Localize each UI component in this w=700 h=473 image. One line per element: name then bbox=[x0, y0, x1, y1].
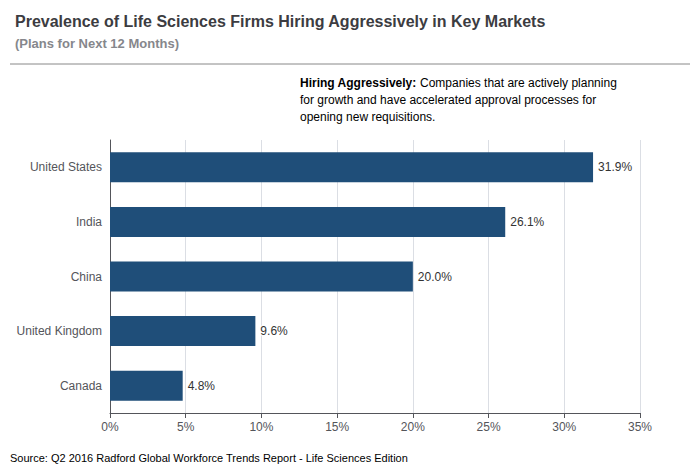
svg-text:25%: 25% bbox=[477, 420, 501, 434]
svg-text:Canada: Canada bbox=[60, 379, 102, 393]
svg-text:Hiring Aggressively:: Hiring Aggressively: bbox=[300, 76, 416, 90]
svg-text:35%: 35% bbox=[628, 420, 652, 434]
svg-text:United States: United States bbox=[30, 160, 102, 174]
svg-text:31.9%: 31.9% bbox=[598, 160, 632, 174]
svg-text:5%: 5% bbox=[177, 420, 195, 434]
svg-text:Companies that are actively pl: Companies that are actively planning bbox=[417, 76, 617, 90]
svg-text:20.0%: 20.0% bbox=[418, 270, 452, 284]
svg-text:China: China bbox=[71, 270, 103, 284]
svg-text:15%: 15% bbox=[325, 420, 349, 434]
svg-text:Prevalence of Life Sciences Fi: Prevalence of Life Sciences Firms Hiring… bbox=[15, 13, 545, 30]
svg-text:India: India bbox=[76, 215, 102, 229]
svg-text:9.6%: 9.6% bbox=[260, 324, 288, 338]
svg-text:4.8%: 4.8% bbox=[188, 379, 216, 393]
svg-text:opening new requisitions.: opening new requisitions. bbox=[300, 110, 435, 124]
svg-text:for growth and have accelerate: for growth and have accelerated approval… bbox=[300, 93, 596, 107]
svg-text:Source: Q2 2016 Radford Global: Source: Q2 2016 Radford Global Workforce… bbox=[10, 452, 408, 464]
svg-text:(Plans for Next 12 Months): (Plans for Next 12 Months) bbox=[15, 36, 179, 51]
svg-text:26.1%: 26.1% bbox=[510, 215, 544, 229]
svg-text:20%: 20% bbox=[401, 420, 425, 434]
svg-text:10%: 10% bbox=[249, 420, 273, 434]
svg-text:United Kingdom: United Kingdom bbox=[17, 324, 102, 338]
svg-text:30%: 30% bbox=[552, 420, 576, 434]
svg-text:0%: 0% bbox=[101, 420, 119, 434]
